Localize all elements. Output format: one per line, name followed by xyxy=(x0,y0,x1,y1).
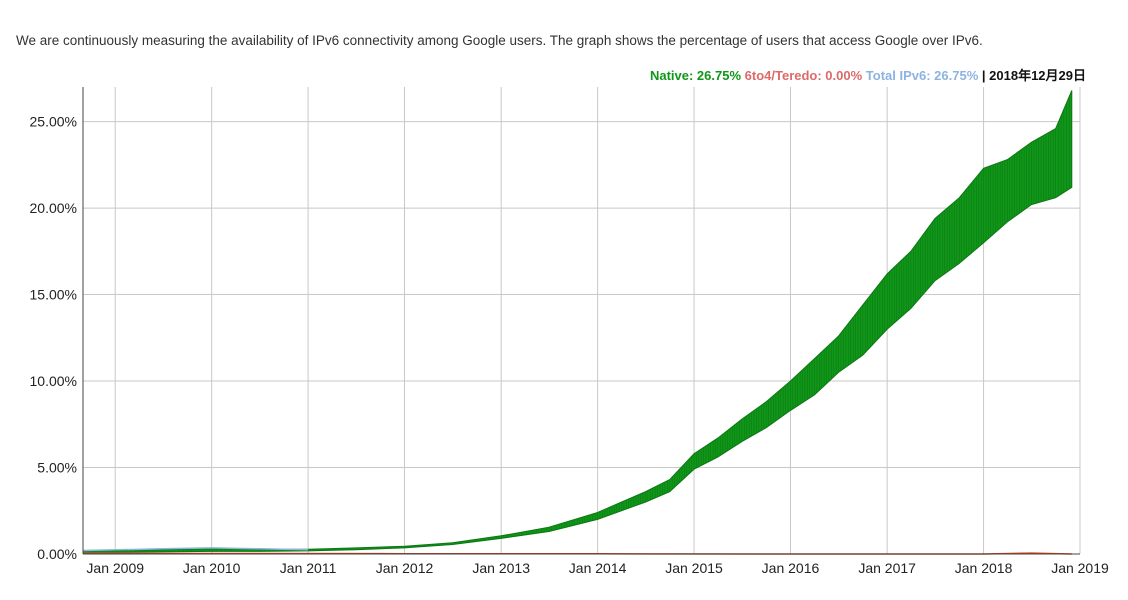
x-tick-label: Jan 2013 xyxy=(472,560,530,576)
y-tick-label: 5.00% xyxy=(37,460,77,476)
axes: 0.00% 5.00% 10.00% 15.00% 20.00% 25.00% Jan 20… xyxy=(30,87,1109,576)
grid xyxy=(83,87,1081,555)
x-tick-label: Jan 2012 xyxy=(376,560,434,576)
x-tick-label: Jan 2015 xyxy=(665,560,723,576)
x-tick-label: Jan 2010 xyxy=(183,560,241,576)
x-tick-label: Jan 2019 xyxy=(1051,560,1109,576)
series-total-ipv6 xyxy=(82,547,309,552)
x-tick-label: Jan 2016 xyxy=(762,560,820,576)
legend-date: 2018年12月29日 xyxy=(989,68,1086,83)
y-tick-label: 15.00% xyxy=(30,287,77,303)
series-native-texture xyxy=(82,96,1070,553)
series-native-band xyxy=(82,90,1073,553)
y-tick-label: 25.00% xyxy=(30,114,77,130)
legend-separator: | xyxy=(978,68,990,83)
x-tick-label: Jan 2018 xyxy=(955,560,1013,576)
legend-teredo: 6to4/Teredo: 0.00% xyxy=(744,68,863,83)
x-tick-label: Jan 2009 xyxy=(86,560,144,576)
series-layer xyxy=(82,90,1073,555)
y-tick-label: 0.00% xyxy=(37,546,77,562)
y-tick-label: 20.00% xyxy=(30,200,77,216)
x-tick-label: Jan 2017 xyxy=(858,560,916,576)
y-tick-label: 10.00% xyxy=(30,373,77,389)
x-tick-label: Jan 2014 xyxy=(569,560,627,576)
legend: Native: 26.75% 6to4/Teredo: 0.00% Total … xyxy=(650,65,1086,84)
intro-text: We are continuously measuring the availa… xyxy=(16,33,983,48)
legend-native: Native: 26.75% xyxy=(649,68,742,83)
legend-total: Total IPv6: 26.75% xyxy=(865,68,979,83)
x-tick-label: Jan 2011 xyxy=(280,560,337,576)
